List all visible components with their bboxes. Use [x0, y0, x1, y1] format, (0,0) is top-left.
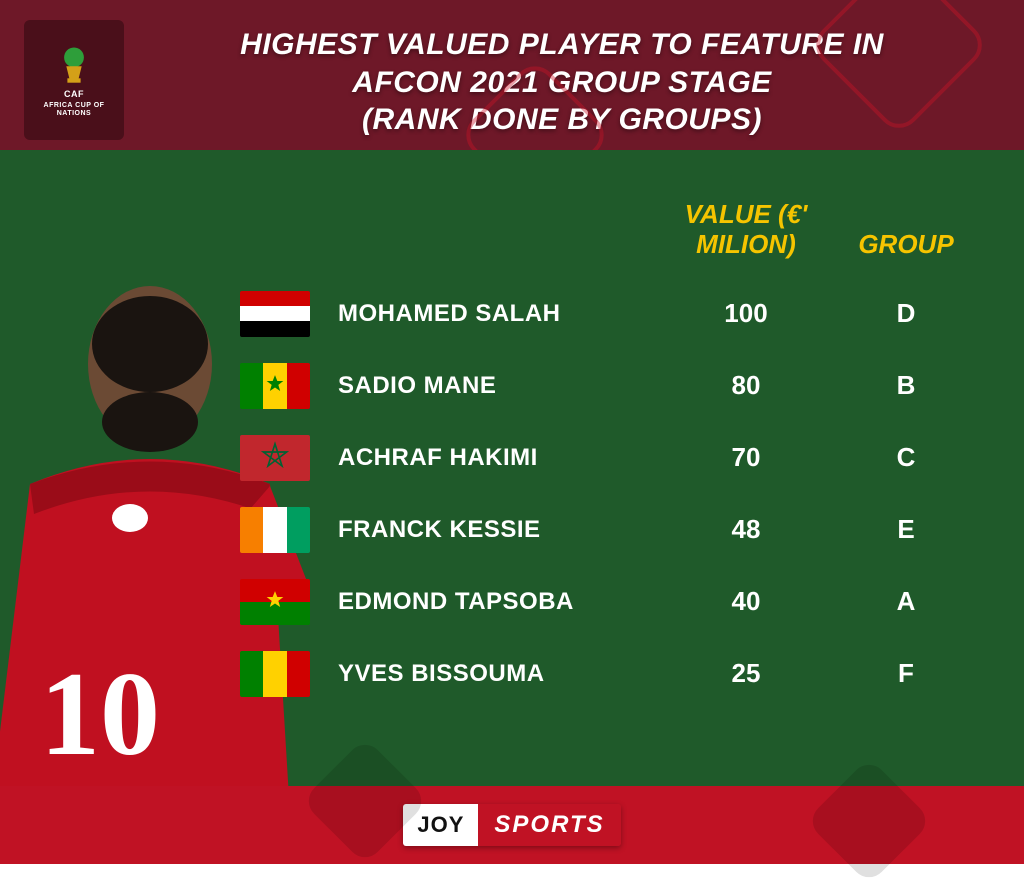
player-value: 48	[656, 514, 836, 545]
player-value: 80	[656, 370, 836, 401]
country-flag-icon	[240, 579, 310, 625]
player-group: D	[836, 298, 976, 329]
player-group: B	[836, 370, 976, 401]
country-flag-icon	[240, 291, 310, 337]
col-header-group: GROUP	[836, 230, 976, 260]
afcon-logo: CAF AFRICA CUP OF NATIONS	[24, 20, 124, 140]
brand-badge: JOY SPORTS	[403, 804, 620, 846]
players-table: VALUE (€' MILION) GROUP MOHAMED SALAH100…	[240, 200, 984, 710]
player-name: ACHRAF HAKIMI	[326, 444, 656, 472]
player-group: A	[836, 586, 976, 617]
table-row: YVES BISSOUMA25F	[240, 638, 984, 710]
country-flag-icon	[240, 363, 310, 409]
player-name: MOHAMED SALAH	[326, 300, 656, 328]
player-value: 70	[656, 442, 836, 473]
footer-band: JOY SPORTS	[0, 786, 1024, 864]
table-header-row: VALUE (€' MILION) GROUP	[240, 200, 984, 260]
col-header-value: VALUE (€' MILION)	[656, 200, 836, 260]
country-flag-icon	[240, 507, 310, 553]
player-name: YVES BISSOUMA	[326, 660, 656, 688]
player-group: C	[836, 442, 976, 473]
country-flag-icon	[240, 435, 310, 481]
player-name: SADIO MANE	[326, 372, 656, 400]
trophy-icon	[52, 42, 96, 86]
infographic-canvas: CAF AFRICA CUP OF NATIONS HIGHEST VALUED…	[0, 0, 1024, 864]
table-row: MOHAMED SALAH100D	[240, 278, 984, 350]
player-name: FRANCK KESSIE	[326, 516, 656, 544]
main-panel: 10 VALUE (€' MILION) GROUP MOHAMED SALAH…	[0, 150, 1024, 794]
table-row: EDMOND TAPSOBA40A	[240, 566, 984, 638]
country-flag-icon	[240, 651, 310, 697]
logo-text-sub: AFRICA CUP OF NATIONS	[30, 102, 118, 117]
table-row: FRANCK KESSIE48E	[240, 494, 984, 566]
table-row: ACHRAF HAKIMI70C	[240, 422, 984, 494]
brand-right: SPORTS	[478, 804, 620, 846]
player-value: 25	[656, 658, 836, 689]
player-group: F	[836, 658, 976, 689]
player-value: 40	[656, 586, 836, 617]
player-value: 100	[656, 298, 836, 329]
player-group: E	[836, 514, 976, 545]
player-name: EDMOND TAPSOBA	[326, 588, 656, 616]
table-row: SADIO MANE80B	[240, 350, 984, 422]
jersey-number: 10	[40, 647, 160, 780]
logo-text-caf: CAF	[64, 90, 84, 100]
